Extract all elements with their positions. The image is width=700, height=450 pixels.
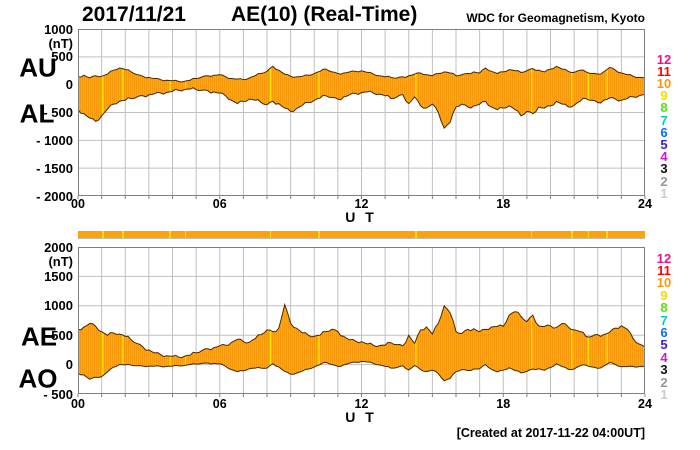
- area-fill-au-al: [78, 66, 645, 129]
- station-count-legend-2: 2: [660, 374, 668, 390]
- station-count-legend-5: 5: [660, 337, 668, 353]
- station-count-legend-6: 6: [660, 124, 668, 140]
- station-count-legend-11: 11: [657, 262, 671, 278]
- station-count-legend-6: 6: [660, 324, 668, 340]
- station-count-legend-9: 9: [660, 287, 668, 303]
- observatory-credit: WDC for Geomagnetism, Kyoto: [466, 11, 645, 25]
- station-gap-tick: [587, 231, 590, 238]
- station-count-legend-11: 11: [657, 63, 671, 79]
- series-label-au: AU: [19, 52, 57, 83]
- y-tick-label: - 2000: [36, 188, 73, 204]
- x-tick-label: 18: [496, 397, 511, 411]
- top-panel-au-al-plot: [77, 29, 646, 199]
- station-count-legend-2: 2: [660, 173, 668, 189]
- x-tick-label: 12: [354, 197, 369, 211]
- x-tick-label: 18: [496, 197, 511, 211]
- series-label-ao: AO: [18, 363, 58, 394]
- x-tick-label: 24: [638, 197, 652, 211]
- station-count-legend-7: 7: [660, 312, 668, 328]
- axis-ticks: [77, 196, 646, 199]
- station-count-legend-5: 5: [660, 136, 668, 152]
- station-count-legend-10: 10: [656, 275, 672, 291]
- station-count-legend-12: 12: [656, 250, 672, 266]
- y-tick-label: 0: [65, 77, 73, 93]
- x-tick-label: 12: [354, 397, 369, 411]
- station-count-coverage-bar: [78, 231, 645, 238]
- x-axis-label-bottom: U T: [345, 409, 377, 425]
- data-gap-lines: [102, 304, 608, 381]
- panel-frame: [78, 247, 645, 394]
- station-count-legend-1: 1: [660, 185, 668, 201]
- y-tick-label: 1500: [44, 268, 73, 284]
- grid-lines: [78, 29, 645, 196]
- y-tick-label: 0: [65, 357, 73, 373]
- x-tick-label: 24: [638, 397, 652, 411]
- station-gap-tick: [184, 231, 187, 238]
- series-label-ae: AE: [20, 321, 58, 352]
- station-gap-tick: [169, 231, 171, 238]
- station-count-legend-1: 1: [660, 386, 668, 402]
- y-tick-label: 500: [51, 49, 73, 65]
- plot-date: 2017/11/21: [82, 3, 186, 26]
- panel-frame: [78, 29, 645, 196]
- created-timestamp: [Created at 2017-11-22 04:00UT]: [456, 426, 645, 440]
- station-count-legend-4: 4: [660, 149, 668, 165]
- station-gap-tick: [318, 231, 320, 238]
- x-tick-label: 00: [71, 397, 85, 411]
- ao-line: [77, 360, 646, 382]
- station-gap-tick: [415, 231, 417, 238]
- plot-title: AE(10) (Real-Time): [231, 3, 418, 26]
- station-count-legend-8: 8: [660, 300, 668, 316]
- station-gap-tick: [606, 231, 608, 238]
- y-tick-label: 1000: [44, 298, 73, 314]
- station-count-legend-3: 3: [660, 362, 668, 378]
- station-gap-tick: [530, 231, 533, 238]
- y-unit-top: (nT): [48, 36, 73, 51]
- station-gap-tick: [571, 231, 573, 238]
- y-tick-label: - 500: [43, 105, 73, 120]
- ae-line: [77, 302, 646, 359]
- y-tick-label: 1000: [44, 21, 73, 37]
- station-count-legend-9: 9: [660, 88, 668, 104]
- y-tick-label: - 1000: [36, 132, 73, 148]
- grid-lines: [78, 247, 645, 394]
- station-count-legend-10: 10: [656, 75, 672, 91]
- y-tick-label: - 500: [43, 386, 73, 402]
- station-gap-tick: [122, 231, 124, 238]
- station-gap-tick: [102, 231, 104, 238]
- y-unit-bottom: (nT): [48, 254, 73, 269]
- y-tick-label: 500: [51, 327, 73, 343]
- axis-ticks: [77, 394, 646, 397]
- au-line: [77, 65, 646, 83]
- y-tick-label: - 1500: [36, 160, 73, 176]
- al-line: [77, 87, 646, 129]
- y-tick-label: 2000: [44, 239, 73, 255]
- bottom-panel-ae-ao-plot: [77, 247, 646, 397]
- station-count-legend-3: 3: [660, 161, 668, 177]
- x-axis-label-top: U T: [345, 209, 377, 225]
- station-gap-tick: [269, 231, 272, 238]
- station-count-legend-7: 7: [660, 112, 668, 128]
- x-tick-label: 06: [212, 397, 227, 411]
- station-count-legend-12: 12: [656, 51, 672, 67]
- station-count-legend-8: 8: [660, 100, 668, 116]
- x-tick-label: 00: [71, 197, 85, 211]
- area-fill-ae-ao: [78, 304, 645, 381]
- series-label-al: AL: [19, 98, 55, 129]
- station-count-legend-4: 4: [660, 349, 668, 365]
- x-tick-label: 06: [212, 197, 227, 211]
